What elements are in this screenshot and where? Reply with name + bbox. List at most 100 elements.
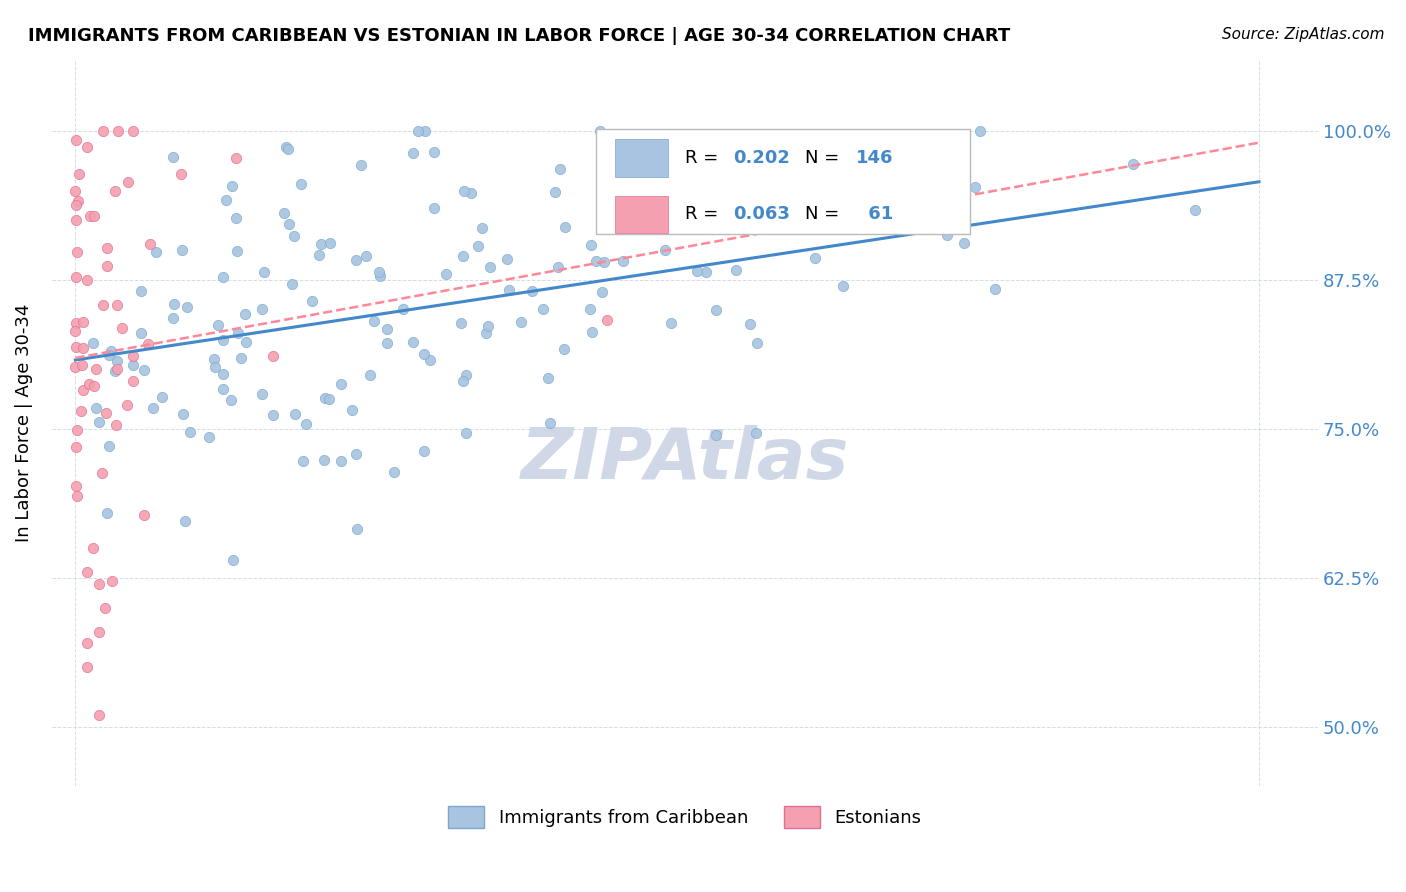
Point xyxy=(413,444,436,458)
Point xyxy=(84,362,107,376)
Point xyxy=(456,425,478,440)
Point xyxy=(453,249,475,263)
Point xyxy=(477,319,499,334)
Point xyxy=(284,408,307,422)
Point xyxy=(579,237,602,252)
Point xyxy=(252,386,274,401)
Point xyxy=(413,346,436,360)
Point xyxy=(860,221,883,235)
Y-axis label: In Labor Force | Age 30-34: In Labor Force | Age 30-34 xyxy=(15,304,32,542)
Point xyxy=(740,317,762,331)
Point xyxy=(495,252,517,267)
Point xyxy=(831,278,853,293)
Point xyxy=(654,243,676,257)
Point xyxy=(145,245,167,260)
Point xyxy=(538,416,561,430)
Point xyxy=(122,124,145,138)
Point xyxy=(344,252,367,267)
Point xyxy=(283,229,305,244)
Point xyxy=(176,300,198,314)
Point xyxy=(706,302,728,317)
Text: R =: R = xyxy=(685,149,724,167)
Point xyxy=(589,124,612,138)
Text: IMMIGRANTS FROM CARIBBEAN VS ESTONIAN IN LABOR FORCE | AGE 30-34 CORRELATION CHA: IMMIGRANTS FROM CARIBBEAN VS ESTONIAN IN… xyxy=(28,27,1011,45)
Point xyxy=(172,407,194,421)
Point xyxy=(319,235,342,250)
Point xyxy=(363,313,385,327)
Point xyxy=(308,248,330,262)
Point xyxy=(585,254,607,268)
Point xyxy=(219,393,242,408)
Point xyxy=(631,197,654,211)
Point xyxy=(252,301,274,316)
Point xyxy=(104,418,127,433)
Point xyxy=(207,318,229,333)
Legend: Immigrants from Caribbean, Estonians: Immigrants from Caribbean, Estonians xyxy=(441,799,929,836)
Point xyxy=(509,316,531,330)
Point xyxy=(377,321,399,335)
Point xyxy=(83,209,105,223)
Point xyxy=(406,124,429,138)
Point xyxy=(65,270,87,285)
Point xyxy=(76,636,98,650)
Point xyxy=(134,363,156,377)
Point xyxy=(65,316,87,330)
Point xyxy=(65,479,87,493)
Point xyxy=(129,326,152,340)
Point xyxy=(150,390,173,404)
Point xyxy=(235,335,257,350)
FancyBboxPatch shape xyxy=(616,195,668,234)
Point xyxy=(553,342,575,356)
Point xyxy=(294,417,316,431)
Point xyxy=(90,466,112,480)
Point xyxy=(686,264,709,278)
Point xyxy=(138,336,160,351)
Point xyxy=(522,284,544,298)
Point xyxy=(142,401,165,415)
Point xyxy=(252,265,274,279)
Point xyxy=(281,277,304,292)
Point xyxy=(344,447,367,461)
Point xyxy=(84,401,107,415)
Point xyxy=(359,368,381,383)
Point xyxy=(548,161,571,176)
Point xyxy=(554,220,576,235)
Point xyxy=(91,298,114,312)
Point xyxy=(309,237,332,252)
Point xyxy=(91,124,114,138)
Point xyxy=(703,211,725,226)
Point xyxy=(460,186,482,201)
Point xyxy=(77,377,100,392)
Point xyxy=(65,324,87,338)
Text: N =: N = xyxy=(806,149,845,167)
Point xyxy=(456,368,478,382)
Point xyxy=(434,267,457,281)
Point xyxy=(83,378,105,392)
Point xyxy=(537,371,560,385)
Point xyxy=(198,430,221,444)
Point xyxy=(592,254,614,268)
Point xyxy=(134,508,156,522)
Point xyxy=(262,349,284,363)
Point xyxy=(423,145,446,159)
Point xyxy=(122,349,145,363)
Point xyxy=(67,194,90,208)
Point xyxy=(301,293,323,308)
Point xyxy=(471,221,494,235)
Point xyxy=(70,404,93,418)
Point xyxy=(451,374,474,388)
Point xyxy=(65,212,87,227)
Point xyxy=(544,186,567,200)
Point xyxy=(1122,157,1144,171)
Point xyxy=(413,124,436,138)
Text: 0.202: 0.202 xyxy=(733,149,790,167)
Point xyxy=(453,184,475,198)
Point xyxy=(96,241,118,255)
Point xyxy=(170,167,193,181)
Point xyxy=(87,415,110,429)
Point xyxy=(225,211,247,226)
Point xyxy=(952,236,974,251)
Point xyxy=(346,522,368,536)
Point xyxy=(291,454,314,468)
Point xyxy=(581,326,603,340)
